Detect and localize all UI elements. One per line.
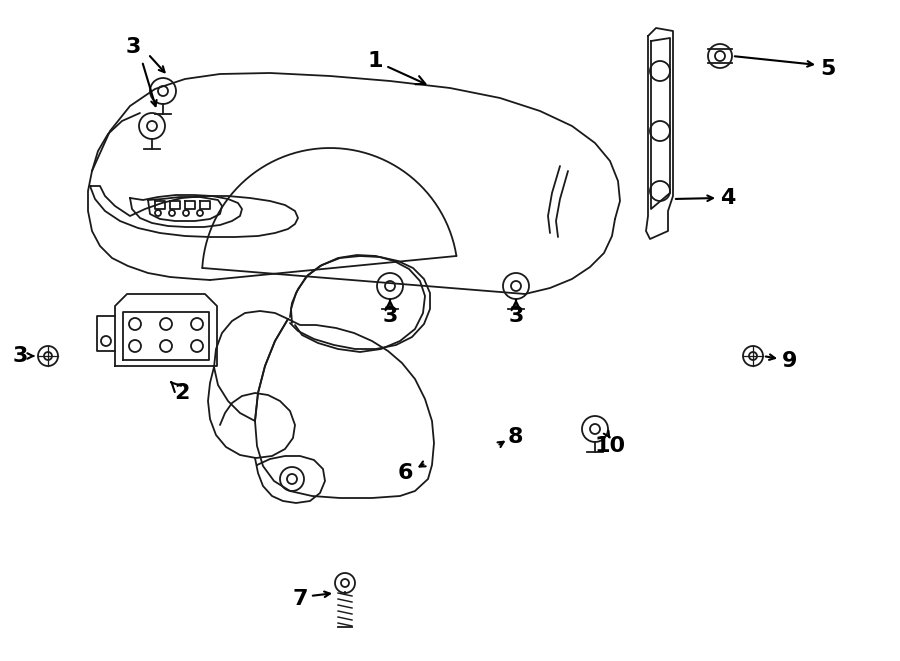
Text: 9: 9 <box>782 351 797 371</box>
Text: 1: 1 <box>367 51 426 84</box>
Text: 4: 4 <box>720 188 735 208</box>
Text: 2: 2 <box>171 382 190 403</box>
Text: 6: 6 <box>397 463 413 483</box>
Text: 3: 3 <box>13 346 28 366</box>
Text: 3: 3 <box>382 300 398 326</box>
Text: 3: 3 <box>125 37 140 57</box>
Text: 5: 5 <box>820 59 836 79</box>
Text: 10: 10 <box>594 436 625 456</box>
Text: 7: 7 <box>292 589 308 609</box>
Text: 3: 3 <box>508 300 524 326</box>
Text: 8: 8 <box>508 427 523 447</box>
